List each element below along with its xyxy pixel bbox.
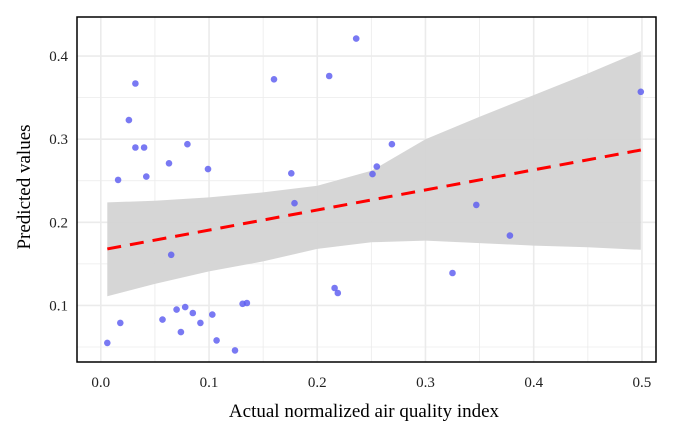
data-point bbox=[197, 319, 204, 327]
data-point bbox=[325, 72, 333, 80]
y-tick-label: 0.1 bbox=[49, 298, 68, 314]
data-point bbox=[159, 316, 166, 323]
data-point bbox=[213, 337, 220, 344]
data-point bbox=[173, 306, 180, 313]
data-points bbox=[104, 35, 645, 354]
y-tick-label: 0.3 bbox=[49, 132, 68, 148]
data-point bbox=[331, 284, 338, 292]
data-point bbox=[140, 144, 148, 151]
data-point bbox=[334, 289, 342, 297]
data-point bbox=[104, 339, 111, 347]
data-point bbox=[637, 88, 645, 96]
data-point bbox=[373, 163, 381, 170]
x-tick-label: 0.5 bbox=[633, 375, 652, 391]
data-point bbox=[184, 140, 191, 148]
data-point bbox=[270, 76, 278, 83]
y-tick-labels: 0.1 0.2 0.3 0.4 bbox=[49, 49, 68, 314]
data-point bbox=[132, 80, 139, 87]
data-point bbox=[473, 201, 480, 209]
x-tick-label: 0.3 bbox=[416, 375, 435, 391]
x-axis-title: Actual normalized air quality index bbox=[229, 401, 500, 422]
y-tick-label: 0.2 bbox=[49, 215, 68, 231]
x-tick-label: 0.2 bbox=[308, 375, 327, 391]
data-point bbox=[181, 303, 189, 311]
data-point bbox=[291, 199, 298, 207]
x-tick-label: 0.4 bbox=[524, 375, 543, 391]
data-point bbox=[189, 309, 197, 317]
data-point bbox=[132, 144, 139, 151]
x-tick-label: 0.0 bbox=[91, 375, 110, 391]
data-point bbox=[204, 165, 212, 173]
panel-border bbox=[76, 16, 657, 363]
data-point bbox=[243, 299, 251, 307]
y-axis-title: Predicted values bbox=[14, 124, 35, 249]
data-point bbox=[209, 311, 216, 318]
data-point bbox=[117, 319, 124, 327]
data-point bbox=[125, 116, 133, 124]
data-point bbox=[177, 328, 185, 336]
data-point bbox=[388, 140, 396, 148]
data-point bbox=[114, 176, 122, 184]
data-point bbox=[449, 269, 456, 277]
data-point bbox=[231, 347, 239, 354]
data-point bbox=[369, 170, 376, 178]
data-point bbox=[143, 173, 150, 180]
x-tick-labels: 0.0 0.1 0.2 0.3 0.4 0.5 bbox=[91, 375, 651, 391]
data-point bbox=[167, 251, 175, 259]
data-point bbox=[506, 232, 514, 239]
data-point bbox=[352, 35, 360, 42]
data-point bbox=[288, 170, 295, 177]
data-point bbox=[165, 160, 173, 167]
x-tick-label: 0.1 bbox=[200, 375, 219, 391]
y-tick-label: 0.4 bbox=[49, 49, 68, 65]
